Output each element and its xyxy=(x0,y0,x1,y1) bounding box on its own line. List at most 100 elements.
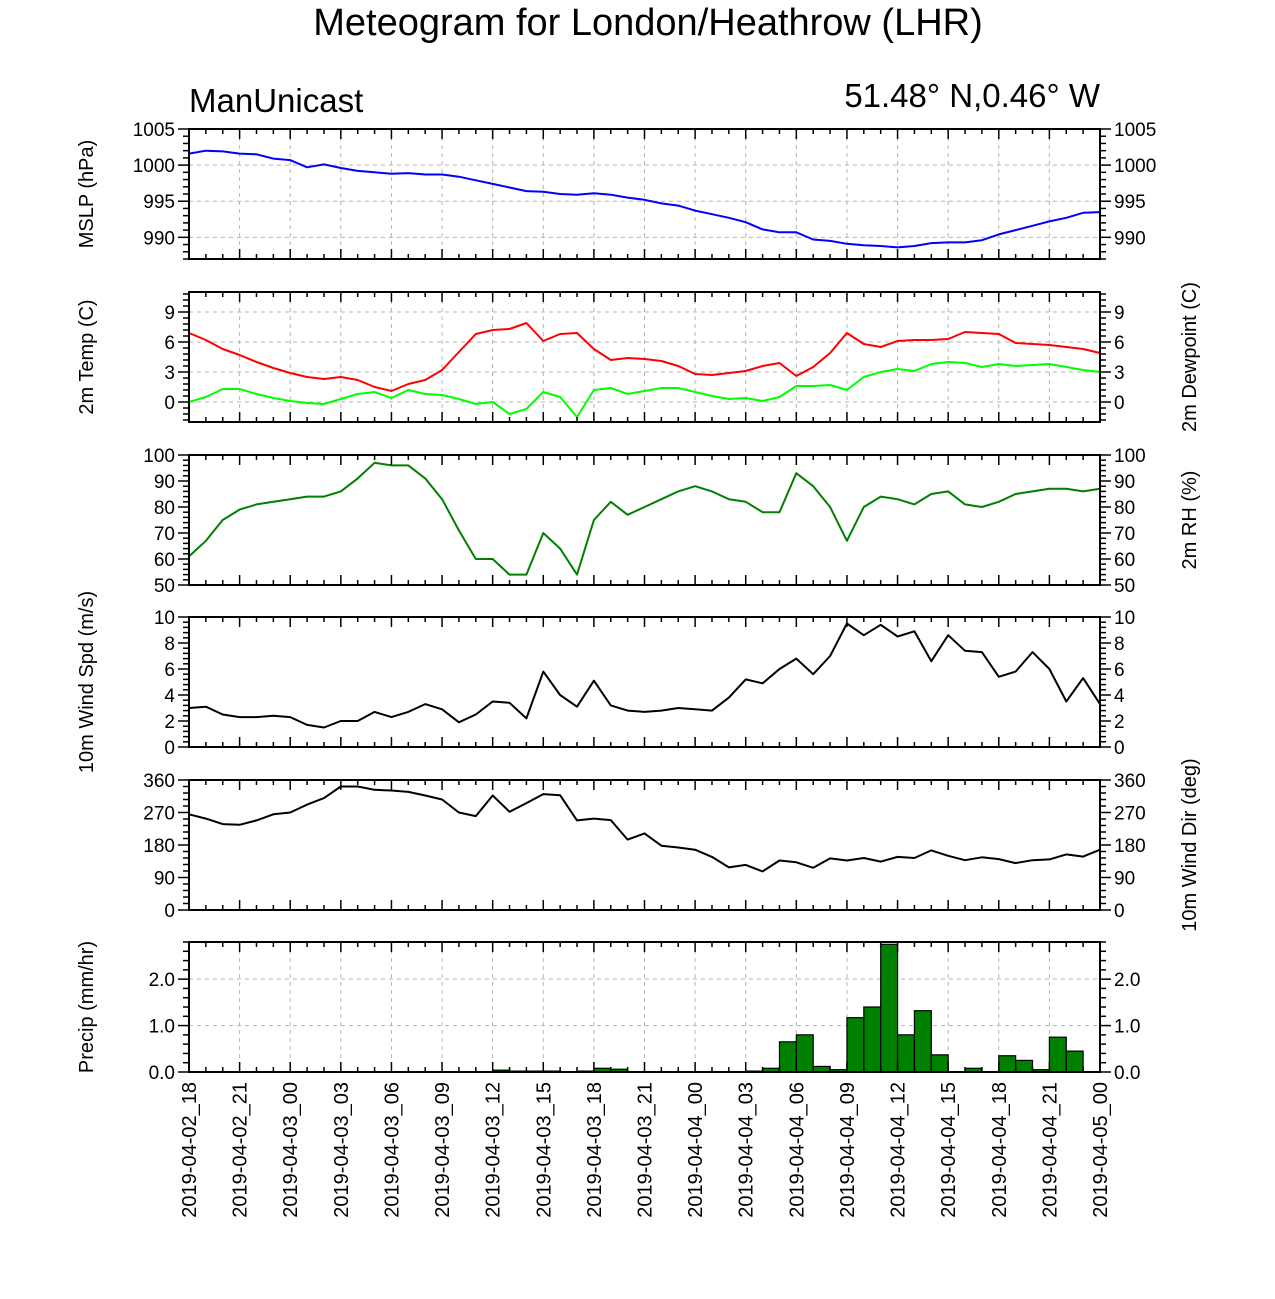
y-tick-label-right: 1.0 xyxy=(1114,1017,1140,1038)
panel-frame xyxy=(188,454,1101,586)
y-tick-label-right: 990 xyxy=(1114,228,1146,249)
series-line-1 xyxy=(188,622,1101,729)
y-tick-label-left: 2.0 xyxy=(149,970,175,991)
y-tick-label-left: 0 xyxy=(164,738,175,759)
x-tick-label: 2019-04-03_06 xyxy=(381,1082,403,1218)
y-tick-label-right: 60 xyxy=(1114,550,1135,571)
precip-bar xyxy=(1065,1050,1084,1073)
x-tick-label: 2019-04-04_06 xyxy=(786,1082,808,1218)
x-tick-label: 2019-04-05_00 xyxy=(1090,1082,1112,1218)
y-tick-label-left: 270 xyxy=(143,804,175,825)
y-tick-label-right: 80 xyxy=(1114,498,1135,519)
x-tick-label: 2019-04-04_00 xyxy=(685,1082,707,1218)
y-tick-label-left: 50 xyxy=(154,576,175,597)
precip-bar xyxy=(930,1054,949,1073)
precip-bar xyxy=(913,1010,932,1073)
y-tick-label-left: 6 xyxy=(164,660,175,681)
y-tick-label-right: 2 xyxy=(1114,712,1125,733)
series-line-1 xyxy=(188,149,1101,249)
y-tick-label-right: 90 xyxy=(1114,472,1135,493)
y-tick-label-left: 990 xyxy=(143,228,175,249)
x-tick-label: 2019-04-04_03 xyxy=(736,1082,758,1218)
y-tick-label-right: 1000 xyxy=(1114,156,1156,177)
y-tick-label-right: 100 xyxy=(1114,446,1146,467)
y-tick-label-left: 0 xyxy=(164,393,175,414)
y-tick-label-right: 8 xyxy=(1114,634,1125,655)
y-tick-label-left: 70 xyxy=(154,524,175,545)
precip-bar xyxy=(863,1006,882,1073)
y-tick-label-left: 995 xyxy=(143,192,175,213)
y-tick-label-left: 0.0 xyxy=(149,1063,175,1084)
y-tick-label-left: 60 xyxy=(154,550,175,571)
y-tick-label-left: 90 xyxy=(154,472,175,493)
y-tick-label-right: 180 xyxy=(1114,836,1146,857)
x-tick-label: 2019-04-02_18 xyxy=(179,1082,201,1218)
y-tick-label-left: 0 xyxy=(164,901,175,922)
y-axis-title-left: MSLP (hPa) xyxy=(76,140,98,249)
y-tick-label-right: 50 xyxy=(1114,576,1135,597)
series-line-1 xyxy=(188,461,1101,576)
panel-frame xyxy=(188,779,1101,911)
y-axis-title-right: 2m Dewpoint (C) xyxy=(1179,282,1201,432)
panel-6: 0.0 0.0 1.0 1.0 2.0 2.0 Precip (mm/hr) xyxy=(76,941,1140,1084)
y-tick-label-left: 4 xyxy=(164,686,175,707)
y-tick-label-right: 1005 xyxy=(1114,120,1156,141)
x-tick-label: 2019-04-03_18 xyxy=(584,1082,606,1218)
y-tick-label-right: 0.0 xyxy=(1114,1063,1140,1084)
y-tick-label-left: 180 xyxy=(143,836,175,857)
y-tick-label-left: 10 xyxy=(154,608,175,629)
x-tick-label: 2019-04-04_12 xyxy=(888,1082,910,1218)
x-tick-label: 2019-04-04_15 xyxy=(938,1082,960,1218)
y-tick-label-left: 80 xyxy=(154,498,175,519)
y-tick-label-right: 270 xyxy=(1114,804,1146,825)
x-tick-label: 2019-04-04_18 xyxy=(989,1082,1011,1218)
y-axis-title-left: Precip (mm/hr) xyxy=(76,941,98,1073)
x-axis-labels: 2019-04-02_18 2019-04-02_21 2019-04-03_00 2… xyxy=(179,1082,1112,1218)
series-line-1 xyxy=(188,785,1101,873)
precip-bar xyxy=(846,1017,865,1073)
y-tick-label-right: 70 xyxy=(1114,524,1135,545)
y-tick-label-left: 3 xyxy=(164,363,175,384)
y-tick-label-left: 1005 xyxy=(133,120,175,141)
y-tick-label-left: 1.0 xyxy=(149,1017,175,1038)
y-tick-label-right: 6 xyxy=(1114,333,1125,354)
y-tick-label-left: 2 xyxy=(164,712,175,733)
model-name: ManUnicast xyxy=(189,82,363,119)
y-tick-label-left: 8 xyxy=(164,634,175,655)
y-tick-label-right: 0 xyxy=(1114,393,1125,414)
y-tick-label-right: 2.0 xyxy=(1114,970,1140,991)
y-tick-label-left: 1000 xyxy=(133,156,175,177)
precip-bar xyxy=(795,1034,814,1073)
x-tick-label: 2019-04-03_15 xyxy=(533,1082,555,1218)
y-tick-label-right: 9 xyxy=(1114,303,1125,324)
y-tick-label-left: 6 xyxy=(164,333,175,354)
chart-title: Meteogram for London/Heathrow (LHR) xyxy=(313,2,983,44)
x-tick-label: 2019-04-02_21 xyxy=(230,1082,252,1218)
x-tick-label: 2019-04-04_21 xyxy=(1039,1082,1061,1218)
panel-1: 990 990 995 995 1000 1000 1005 1005 MSLP (hPa) xyxy=(76,120,1156,260)
series-line-1 xyxy=(188,322,1101,392)
y-axis-title-right: 2m RH (%) xyxy=(1179,471,1201,570)
precip-bar xyxy=(880,943,899,1073)
y-tick-label-right: 360 xyxy=(1114,771,1146,792)
y-tick-label-right: 995 xyxy=(1114,192,1146,213)
x-tick-label: 2019-04-03_12 xyxy=(483,1082,505,1218)
x-tick-label: 2019-04-03_03 xyxy=(331,1082,353,1218)
panel-5: 0 0 90 90 180 180 270 270 360 360 10m Wind Dir (de… xyxy=(143,758,1201,931)
y-tick-label-right: 0 xyxy=(1114,901,1125,922)
y-axis-title-left: 10m Wind Spd (m/s) xyxy=(76,591,98,773)
panel-4: 0 0 2 2 4 4 6 6 8 8 10 10 10m Wind Spd (m/s) xyxy=(76,591,1135,773)
panel-2: 0 0 3 3 6 6 9 9 2m Temp (C) 2m Dewpoint (C) xyxy=(76,282,1201,432)
y-axis-title-right: 10m Wind Dir (deg) xyxy=(1179,758,1201,931)
y-tick-label-right: 10 xyxy=(1114,608,1135,629)
precip-bar xyxy=(998,1055,1017,1073)
series-line-2 xyxy=(188,361,1101,418)
x-tick-label: 2019-04-03_00 xyxy=(280,1082,302,1218)
y-tick-label-left: 9 xyxy=(164,303,175,324)
y-tick-label-left: 360 xyxy=(143,771,175,792)
precip-bar xyxy=(896,1034,916,1073)
y-tick-label-right: 0 xyxy=(1114,738,1125,759)
panel-3: 50 50 60 60 70 70 80 80 90 90 100 100 2m RH (%) xyxy=(143,446,1201,597)
